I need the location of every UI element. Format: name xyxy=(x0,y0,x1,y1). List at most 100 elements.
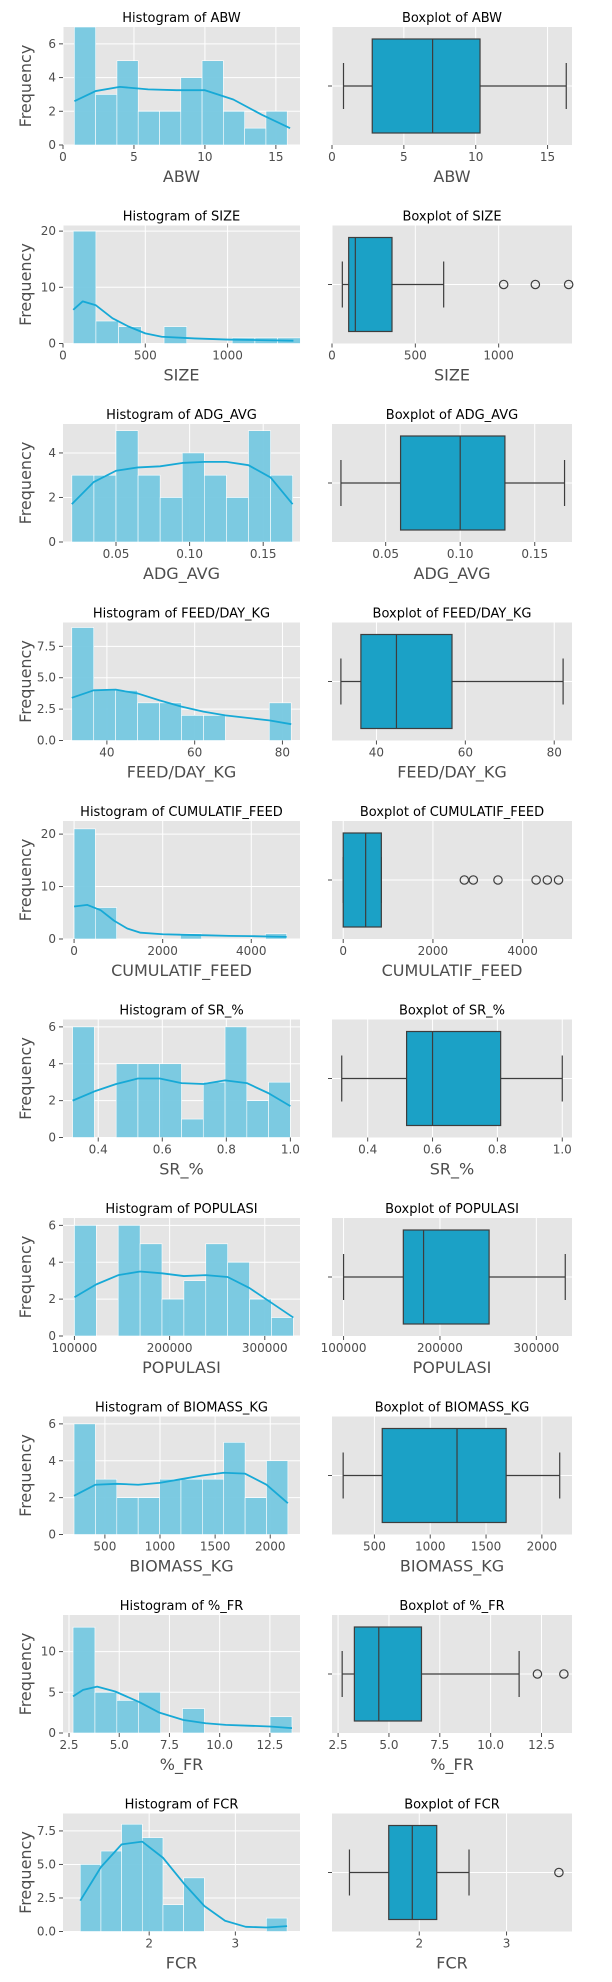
x-axis-label: POPULASI xyxy=(413,1358,492,1377)
histogram-bar xyxy=(95,1478,118,1535)
x-tick-label: 2000 xyxy=(418,944,449,958)
row-sr: 0.4 0.6 0.8 1.0 0 2 4 6 Histogram of SR_% SR_% Fre… xyxy=(16,1004,572,1180)
x-tick-label: 2000 xyxy=(147,944,178,958)
y-tick-label: 5.0 xyxy=(37,671,56,685)
box-iqr xyxy=(399,435,506,531)
x-axis-label: %_FR xyxy=(160,1755,204,1775)
histogram-bar xyxy=(159,1063,182,1138)
histogram-bar xyxy=(269,1716,293,1734)
histogram-bar xyxy=(265,110,288,146)
x-tick-label: 40 xyxy=(99,746,114,760)
histogram-bar xyxy=(268,1081,291,1138)
x-tick-label: 300000 xyxy=(513,1341,559,1355)
outlier-point xyxy=(542,875,553,885)
histogram-title: Histogram of SIZE xyxy=(123,210,240,225)
y-tick-label: 20 xyxy=(41,827,56,841)
x-tick-label: 0.4 xyxy=(358,1143,377,1157)
histogram-bar xyxy=(137,1497,160,1535)
x-tick-label: 2 xyxy=(415,1937,423,1951)
histogram-title: Histogram of FCR xyxy=(125,1798,239,1813)
y-tick-label: 0.0 xyxy=(37,1925,56,1939)
histogram-bar xyxy=(137,1063,161,1138)
histogram-bar xyxy=(163,326,188,344)
box-iqr xyxy=(405,1030,502,1127)
x-tick-label: 1000 xyxy=(212,349,243,363)
x-tick-label: 0.10 xyxy=(176,547,203,561)
histogram-bar xyxy=(93,689,116,741)
histogram-bar xyxy=(79,1864,102,1932)
y-tick-label: 2 xyxy=(48,490,56,504)
x-tick-label: 5.0 xyxy=(379,1738,398,1752)
kde-curve xyxy=(79,1840,288,1929)
y-tick-label: 2.5 xyxy=(37,702,56,716)
x-tick-label: 15 xyxy=(268,150,283,164)
y-axis-label: Frequency xyxy=(16,1037,35,1120)
x-tick-label: 7.5 xyxy=(430,1738,449,1752)
outlier-point xyxy=(554,1867,564,1878)
x-tick-label: 5 xyxy=(400,150,408,164)
outlier-point xyxy=(532,1669,543,1679)
histogram-title: Histogram of ADG_AVG xyxy=(106,408,257,423)
x-tick-label: 4000 xyxy=(507,944,538,958)
outlier-point xyxy=(530,279,541,290)
boxplot-populasi: 100000 200000 300000 Boxplot of POPULASI POP… xyxy=(321,1202,572,1377)
boxplot-cumulatif-feed: 0 2000 4000 Boxplot of CUMULATIF_FEED CUMULA… xyxy=(328,805,572,981)
x-axis-label: BIOMASS_KG xyxy=(400,1557,504,1577)
histogram-bar xyxy=(181,452,205,543)
histogram-bar xyxy=(115,1063,139,1138)
y-tick-label: 0 xyxy=(48,1528,56,1542)
histogram-bar xyxy=(244,1497,267,1535)
x-axis-label: ADG_AVG xyxy=(143,564,220,584)
x-tick-label: 500 xyxy=(404,349,427,363)
box-iqr xyxy=(342,832,382,928)
y-tick-label: 10 xyxy=(41,1645,56,1659)
x-tick-label: 1000 xyxy=(415,1540,446,1554)
histogram-bar xyxy=(180,77,203,146)
x-tick-label: 10 xyxy=(468,150,483,164)
y-axis-label: Frequency xyxy=(16,1831,35,1914)
y-tick-label: 10 xyxy=(41,880,56,894)
boxplot-title: Boxplot of FCR xyxy=(404,1798,499,1813)
histogram-bar xyxy=(244,127,267,146)
box-iqr xyxy=(402,1229,490,1325)
histogram-bar xyxy=(141,1837,164,1932)
y-tick-label: 0.0 xyxy=(37,734,56,748)
x-axis-label: ADG_AVG xyxy=(414,564,491,584)
x-tick-label: 0 xyxy=(59,349,67,363)
x-tick-label: 0 xyxy=(70,944,78,958)
histogram-bar xyxy=(74,1225,97,1337)
histogram-title: Histogram of BIOMASS_KG xyxy=(95,1401,268,1416)
histogram-bar xyxy=(270,474,293,543)
histogram-bar xyxy=(271,1317,294,1337)
x-axis-label: FCR xyxy=(166,1954,198,1973)
histogram-bar xyxy=(94,1692,118,1734)
histogram-bar xyxy=(71,627,95,741)
histogram-adg-avg: 0.05 0.10 0.15 0 2 4 Histogram of ADG_AVG ADG_A… xyxy=(16,408,300,584)
row-fr: 2.5 5.0 7.5 10.0 12.5 0 5 10 Histogram of %_FR %_… xyxy=(16,1599,572,1775)
y-tick-label: 4 xyxy=(48,446,56,460)
x-tick-label: 0.6 xyxy=(153,1143,172,1157)
histogram-bar xyxy=(72,1026,95,1138)
boxplot-fcr: 2 3 Boxplot of FCR FCR xyxy=(328,1798,572,1973)
box-iqr xyxy=(381,1427,507,1524)
histogram-bar xyxy=(183,1280,207,1337)
histogram-feed-day-kg: 40 60 80 0.0 2.5 5.0 7.5 Histogram of FEED/DAY_… xyxy=(16,607,300,783)
boxplot-fr: 2.5 5.0 7.5 10.0 12.5 Boxplot of %_FR %_FR xyxy=(328,1599,572,1775)
x-tick-label: 2000 xyxy=(527,1540,558,1554)
kde-curve xyxy=(72,1685,293,1730)
histogram-bar xyxy=(93,474,117,543)
x-tick-label: 500 xyxy=(93,1540,116,1554)
histogram-title: Histogram of POPULASI xyxy=(105,1202,257,1217)
outlier-point xyxy=(531,875,541,885)
x-tick-label: 300000 xyxy=(242,1341,288,1355)
y-tick-label: 7.5 xyxy=(37,1824,56,1838)
x-tick-label: 0.4 xyxy=(89,1143,108,1157)
histogram-bar xyxy=(180,933,202,940)
boxplot-title: Boxplot of BIOMASS_KG xyxy=(375,1401,530,1416)
histogram-bar xyxy=(203,715,226,741)
histogram-size: 0 500 1000 0 10 20 Histogram of SIZE SIZE Freque… xyxy=(16,210,301,385)
x-axis-label: SIZE xyxy=(164,366,200,385)
outlier-point xyxy=(468,875,479,885)
histogram-populasi: 100000 200000 300000 0 2 4 6 Histogram of POPUL… xyxy=(16,1202,300,1377)
x-axis-label: %_FR xyxy=(430,1755,474,1775)
